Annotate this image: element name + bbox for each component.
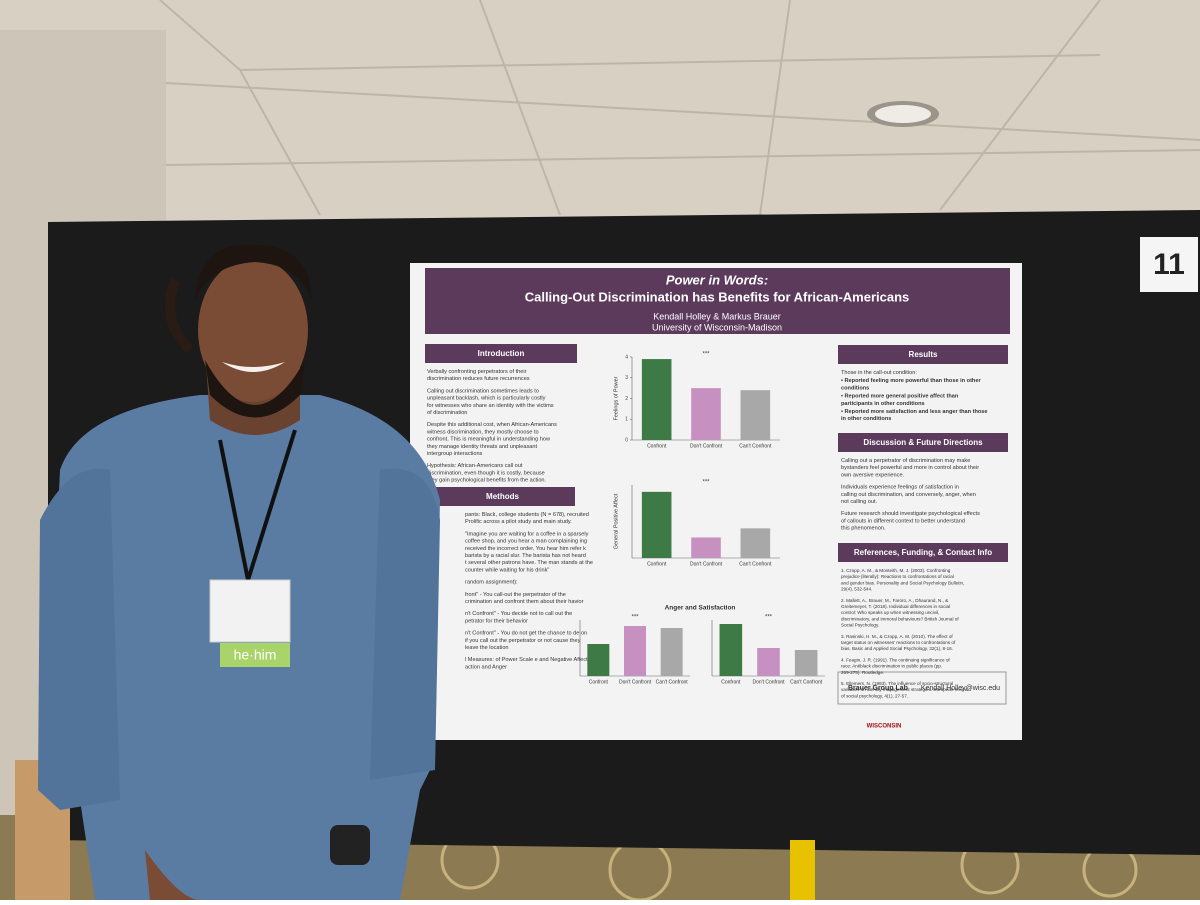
paragraph: front" - You call-out the perpetrator of… bbox=[465, 592, 584, 605]
section-heading-bar bbox=[425, 344, 577, 363]
bar bbox=[740, 390, 771, 440]
paragraph: 2. Mallett, A., Brauer, M., Faroro, A., … bbox=[841, 598, 960, 628]
bar bbox=[794, 650, 818, 676]
paragraph: l Measures: of Power Scale e and Negativ… bbox=[465, 658, 589, 671]
x-tick-label: Can't Confront bbox=[656, 679, 689, 685]
bar bbox=[691, 537, 721, 558]
contact-box bbox=[837, 671, 1007, 705]
paragraph: n't Confront" - You decide not to call o… bbox=[465, 612, 574, 625]
section-heading: Results bbox=[909, 350, 938, 359]
x-tick-label: Can't Confront bbox=[739, 443, 772, 449]
x-tick-label: Confront bbox=[721, 679, 741, 685]
person: he·him bbox=[15, 244, 440, 900]
y-axis-label: General Positive Affect bbox=[613, 493, 619, 549]
chart-title: Anger and Satisfaction bbox=[665, 605, 736, 612]
paragraph: Calling out discrimination sometimes lea… bbox=[427, 389, 555, 417]
x-tick-label: Don't Confront bbox=[619, 679, 652, 685]
paragraph: random assignment): bbox=[465, 580, 518, 586]
contact-email: Kendall.Holley@wisc.edu bbox=[921, 685, 1000, 692]
poster-subtitle: Calling-Out Discrimination has Benefits … bbox=[525, 289, 910, 304]
paragraph: Individuals experience feelings of satis… bbox=[841, 485, 977, 505]
x-tick-label: Can't Confront bbox=[790, 679, 823, 685]
significance: *** bbox=[765, 615, 773, 621]
paragraph: "Imagine you are waiting for a coffee in… bbox=[465, 532, 595, 574]
bar bbox=[641, 491, 672, 558]
x-tick-label: Confront bbox=[647, 443, 667, 449]
hair bbox=[195, 244, 312, 300]
bar bbox=[587, 644, 610, 676]
y-axis-label: Feelings of Power bbox=[613, 376, 619, 420]
section-heading: References, Funding, & Contact Info bbox=[854, 548, 992, 557]
sleeve bbox=[38, 468, 120, 810]
paragraph: 5. Ellemers, N. (1993). The influence of… bbox=[841, 681, 969, 698]
paragraph: Hypothesis: African-Americans call out d… bbox=[427, 464, 547, 484]
bar bbox=[624, 626, 646, 676]
board-number: 11 bbox=[1153, 248, 1185, 281]
logo-text: WISCONSIN bbox=[867, 724, 902, 730]
paragraph: pants: Black, college students (N = 678)… bbox=[465, 512, 590, 525]
y-tick-label: 0 bbox=[625, 437, 628, 443]
name-badge bbox=[209, 579, 291, 643]
x-tick-label: Don't Confront bbox=[752, 679, 785, 685]
hand bbox=[145, 850, 200, 900]
section-heading: Discussion & Future Directions bbox=[863, 438, 983, 447]
poster-title: Power in Words: bbox=[666, 272, 768, 287]
poster-content: Introduction Verbally confronting perpetr… bbox=[425, 344, 1008, 699]
paragraph: Calling out a perpetrator of discriminat… bbox=[841, 458, 981, 478]
smile bbox=[222, 362, 285, 372]
y-tick-label: 2 bbox=[625, 396, 628, 402]
title-banner bbox=[425, 268, 1010, 334]
section-heading: Introduction bbox=[478, 349, 525, 358]
x-tick-label: Confront bbox=[589, 679, 609, 685]
paragraph: 3. Rasinski, H. M., & Czopp, A. M. (2010… bbox=[841, 634, 957, 651]
x-tick-label: Can't Confront bbox=[739, 561, 772, 567]
paragraph: Future research should investigate psych… bbox=[841, 512, 981, 532]
poster-authors: Kendall Holley & Markus Brauer bbox=[653, 311, 781, 321]
paragraph: 4. Feagin, J. R. (1991). The continuing … bbox=[841, 658, 951, 675]
bar bbox=[641, 359, 672, 440]
significance: *** bbox=[631, 615, 639, 621]
x-tick-label: Don't Confront bbox=[690, 443, 723, 449]
ceiling-grid bbox=[109, 0, 1200, 216]
x-tick-label: Confront bbox=[647, 561, 667, 567]
watch bbox=[330, 825, 370, 865]
sleeve bbox=[370, 468, 440, 780]
paragraph: 1. Czopp, A. M., & Monteith, M. J. (2003… bbox=[841, 568, 966, 592]
bar bbox=[691, 388, 721, 440]
y-tick-label: 1 bbox=[625, 417, 628, 423]
significance: *** bbox=[702, 480, 710, 486]
beard bbox=[205, 360, 305, 418]
ceiling bbox=[0, 0, 1200, 225]
y-tick-label: 4 bbox=[625, 354, 628, 360]
paragraph: • Reported more general positive affect … bbox=[841, 394, 960, 407]
paragraph: Those in the call-out condition: bbox=[841, 370, 917, 376]
paragraph: • Reported feeling more powerful than th… bbox=[841, 379, 982, 392]
bar bbox=[757, 648, 780, 676]
bar bbox=[740, 528, 771, 558]
ceiling-light bbox=[875, 105, 931, 123]
paragraph: • Reported more satisfaction and less an… bbox=[841, 409, 989, 422]
x-tick-label: Don't Confront bbox=[690, 561, 723, 567]
paragraph: Despite this additional cost, when Afric… bbox=[426, 423, 559, 458]
paragraph: n't Confront" - You do not get the chanc… bbox=[465, 631, 589, 651]
pronoun-text: he·him bbox=[234, 647, 277, 663]
face bbox=[198, 258, 308, 402]
section-heading-bar bbox=[838, 543, 1008, 562]
section-heading: Methods bbox=[486, 492, 519, 501]
section-heading-bar bbox=[838, 433, 1008, 452]
bar bbox=[719, 624, 743, 676]
section-heading-bar bbox=[838, 345, 1008, 364]
poster-affiliation: University of Wisconsin-Madison bbox=[652, 322, 782, 332]
dreadlocks bbox=[165, 278, 194, 354]
bar bbox=[660, 628, 683, 676]
paragraph: Verbally confronting perpetrators of the… bbox=[427, 369, 530, 382]
y-tick-label: 3 bbox=[625, 375, 628, 381]
section-heading-bar bbox=[430, 487, 575, 506]
significance: *** bbox=[702, 352, 710, 358]
easel-leg bbox=[790, 840, 815, 900]
board-number-card bbox=[1140, 237, 1198, 292]
pronoun-ribbon bbox=[220, 643, 290, 667]
lab-name: Brauer Group Lab bbox=[848, 685, 908, 692]
